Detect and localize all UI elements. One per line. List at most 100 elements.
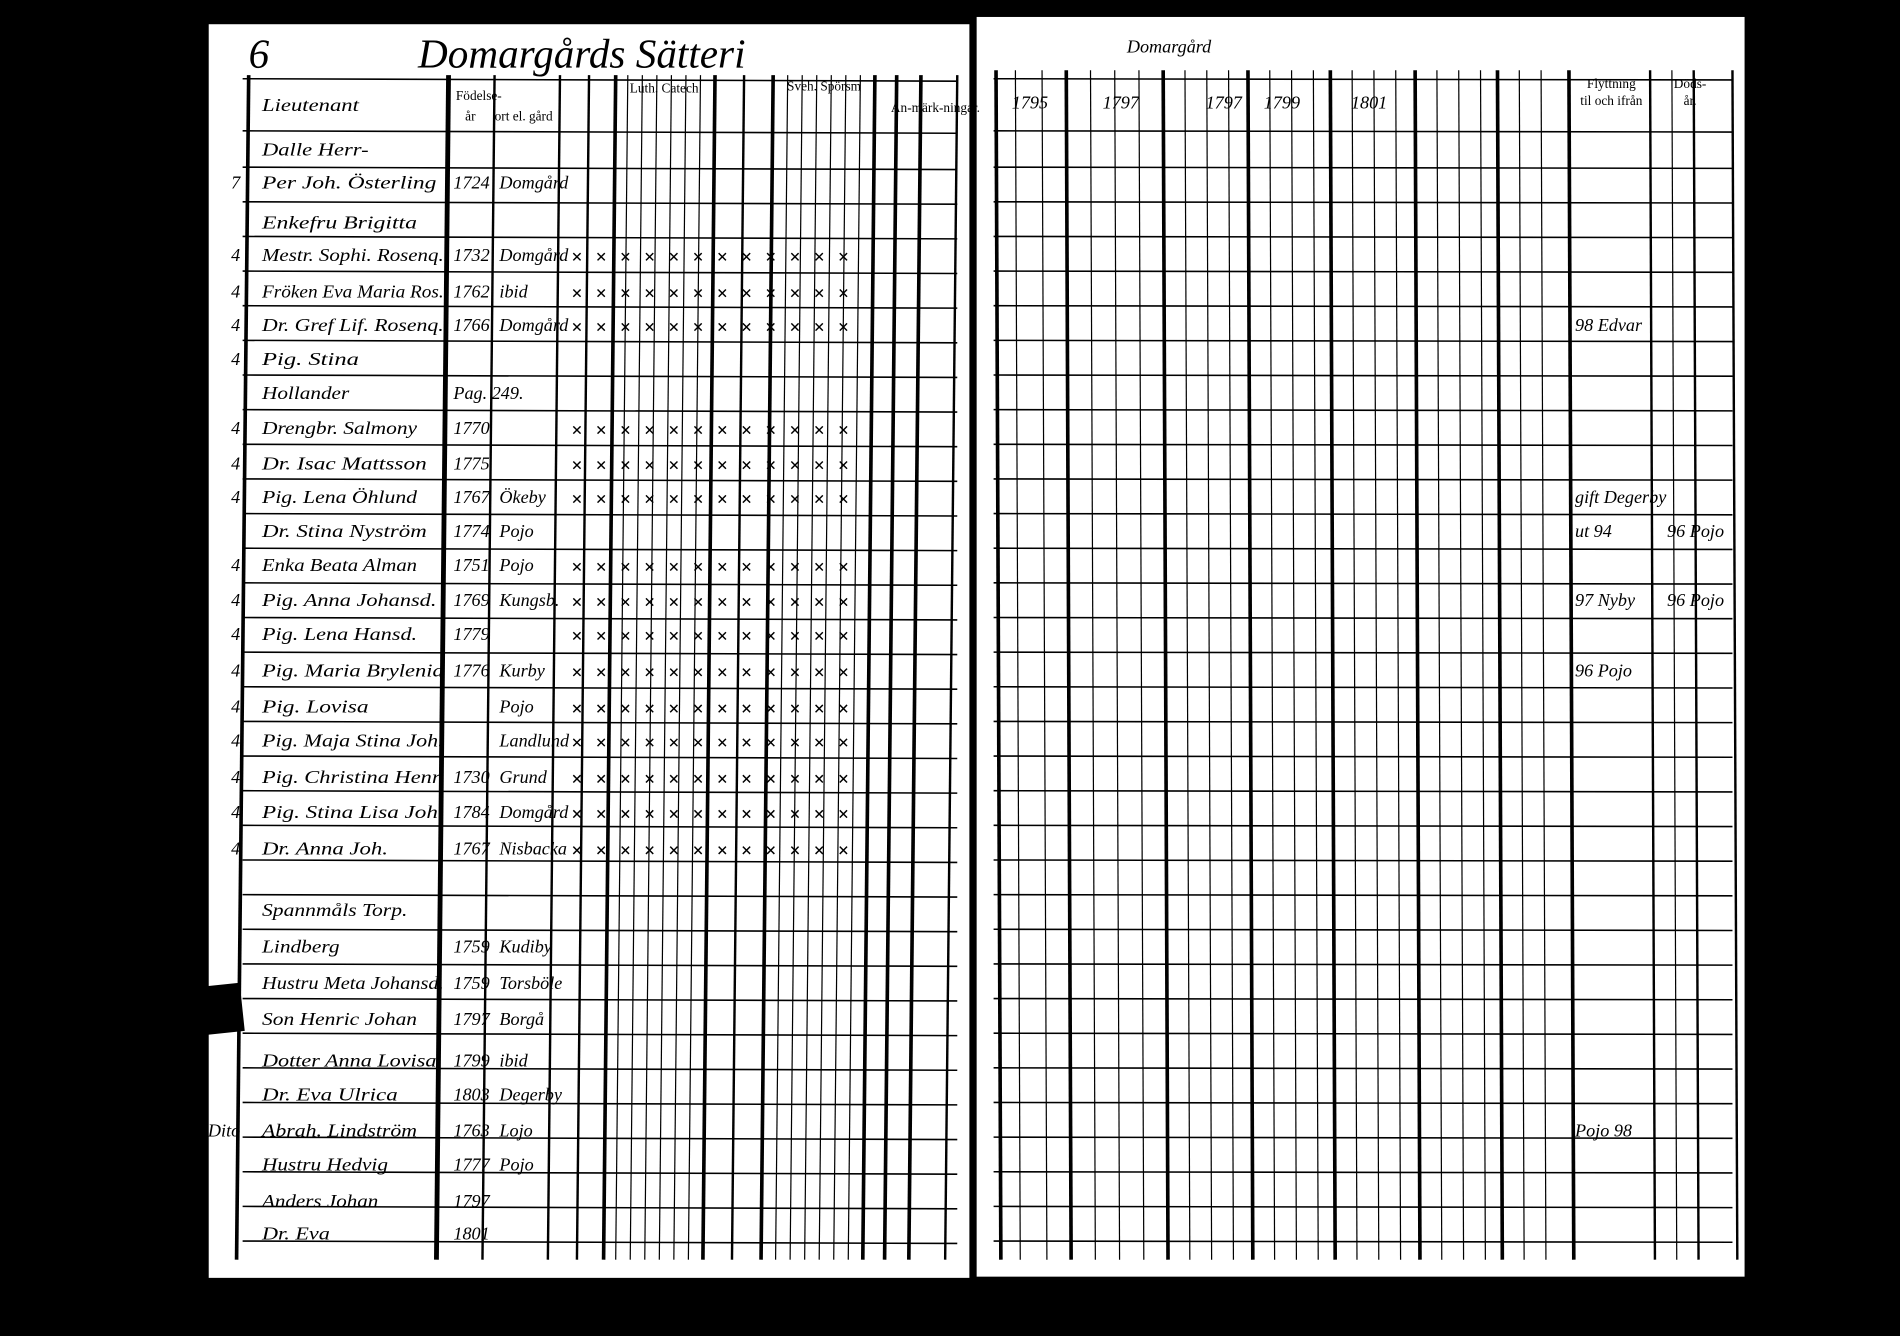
rule-line bbox=[242, 1136, 958, 1141]
check-cross bbox=[742, 668, 751, 677]
rule-line bbox=[993, 77, 1733, 81]
person-name: Son Henric Johan bbox=[262, 1009, 417, 1029]
rule-line bbox=[993, 339, 1733, 343]
birth-place: ibid bbox=[499, 1050, 528, 1070]
rule-line bbox=[242, 1032, 958, 1037]
person-name: Enka Beata Alman bbox=[261, 555, 417, 575]
column-line bbox=[1479, 70, 1486, 1260]
birth-year: 1769 bbox=[453, 590, 489, 610]
birth-place: Nisbacka bbox=[498, 838, 567, 858]
column-line bbox=[833, 75, 847, 1260]
check-cross bbox=[669, 322, 678, 332]
check-cross bbox=[645, 562, 654, 572]
rule-line bbox=[242, 374, 958, 379]
check-cross bbox=[839, 809, 848, 819]
rule-line bbox=[242, 201, 958, 206]
check-cross bbox=[718, 494, 727, 504]
check-cross bbox=[790, 846, 800, 855]
column-line bbox=[601, 75, 618, 1260]
check-cross bbox=[669, 668, 678, 677]
row-mark: 4 bbox=[231, 697, 240, 717]
check-cross bbox=[572, 494, 582, 504]
rule-line bbox=[993, 755, 1733, 759]
check-cross bbox=[645, 809, 654, 819]
person-name: Dotter Anna Lovisa bbox=[261, 1050, 437, 1070]
check-cross bbox=[790, 738, 800, 747]
rule-line bbox=[242, 408, 958, 413]
birth-year: 1784 bbox=[453, 802, 489, 822]
check-cross bbox=[645, 494, 654, 504]
check-cross bbox=[815, 738, 824, 747]
column-line bbox=[1692, 70, 1700, 1260]
check-cross bbox=[621, 322, 630, 332]
check-cross bbox=[693, 846, 703, 855]
row-mark: 4 bbox=[231, 660, 240, 680]
check-cross bbox=[669, 846, 678, 855]
rule-line bbox=[993, 928, 1733, 932]
birth-year: 1777 bbox=[453, 1155, 490, 1175]
check-cross bbox=[790, 252, 800, 261]
check-cross bbox=[597, 668, 606, 677]
row-mark: 4 bbox=[231, 590, 240, 610]
column-line bbox=[1184, 70, 1191, 1260]
check-cross bbox=[621, 460, 630, 470]
check-cross bbox=[693, 668, 703, 677]
page-title: Domargårds Sätteri bbox=[417, 31, 745, 77]
birth-year: 1775 bbox=[453, 453, 489, 473]
birth-year: 1724 bbox=[453, 172, 489, 192]
check-cross bbox=[815, 288, 824, 298]
rule-line bbox=[993, 304, 1733, 308]
rule-line bbox=[242, 1067, 958, 1072]
birth-year: 1779 bbox=[453, 624, 489, 644]
row-mark: 4 bbox=[231, 767, 240, 787]
column-line bbox=[434, 75, 451, 1260]
row-mark: 4 bbox=[231, 731, 240, 751]
check-cross bbox=[790, 631, 800, 641]
column-line bbox=[673, 75, 687, 1260]
column-header: ort el. gård bbox=[495, 109, 553, 124]
check-cross bbox=[597, 288, 606, 298]
rule-line bbox=[993, 166, 1733, 170]
column-line bbox=[804, 75, 818, 1260]
check-cross bbox=[718, 252, 727, 261]
check-cross bbox=[790, 704, 800, 713]
row-mark: 4 bbox=[231, 418, 240, 438]
birth-year: 1762 bbox=[453, 281, 489, 301]
column-line bbox=[994, 70, 1003, 1260]
check-cross bbox=[742, 460, 751, 470]
rule-line bbox=[993, 1067, 1733, 1070]
check-cross bbox=[790, 494, 800, 504]
column-line bbox=[687, 75, 702, 1260]
rule-line bbox=[993, 130, 1733, 133]
rule-line bbox=[242, 1240, 958, 1245]
rule-line bbox=[242, 130, 958, 135]
rule-line bbox=[242, 616, 958, 621]
column-line bbox=[847, 75, 861, 1260]
person-name: Pig. Maria Brylenia bbox=[261, 660, 444, 680]
check-cross bbox=[839, 846, 848, 855]
birth-year: 1759 bbox=[453, 937, 489, 957]
person-name: Pig. Stina bbox=[261, 349, 359, 369]
check-cross bbox=[766, 704, 775, 713]
rule-line bbox=[993, 1101, 1733, 1105]
column-line bbox=[1518, 70, 1525, 1260]
check-cross bbox=[621, 597, 630, 607]
rule-line bbox=[242, 963, 958, 968]
rule-line bbox=[242, 755, 958, 760]
rule-line bbox=[993, 270, 1733, 274]
check-cross bbox=[621, 846, 630, 855]
check-cross bbox=[766, 494, 775, 504]
check-cross bbox=[693, 738, 703, 747]
person-name: Abrah. Lindström bbox=[261, 1121, 417, 1141]
check-cross bbox=[597, 460, 606, 470]
check-cross bbox=[766, 597, 775, 607]
birth-year: 1730 bbox=[453, 767, 489, 787]
check-cross bbox=[839, 668, 848, 677]
check-cross bbox=[669, 597, 678, 607]
check-cross bbox=[645, 252, 654, 261]
check-cross bbox=[572, 738, 582, 747]
check-cross bbox=[766, 668, 775, 677]
check-cross bbox=[645, 668, 654, 677]
birth-year: Pag. 249. bbox=[452, 383, 523, 403]
birth-year: 1776 bbox=[453, 660, 489, 680]
